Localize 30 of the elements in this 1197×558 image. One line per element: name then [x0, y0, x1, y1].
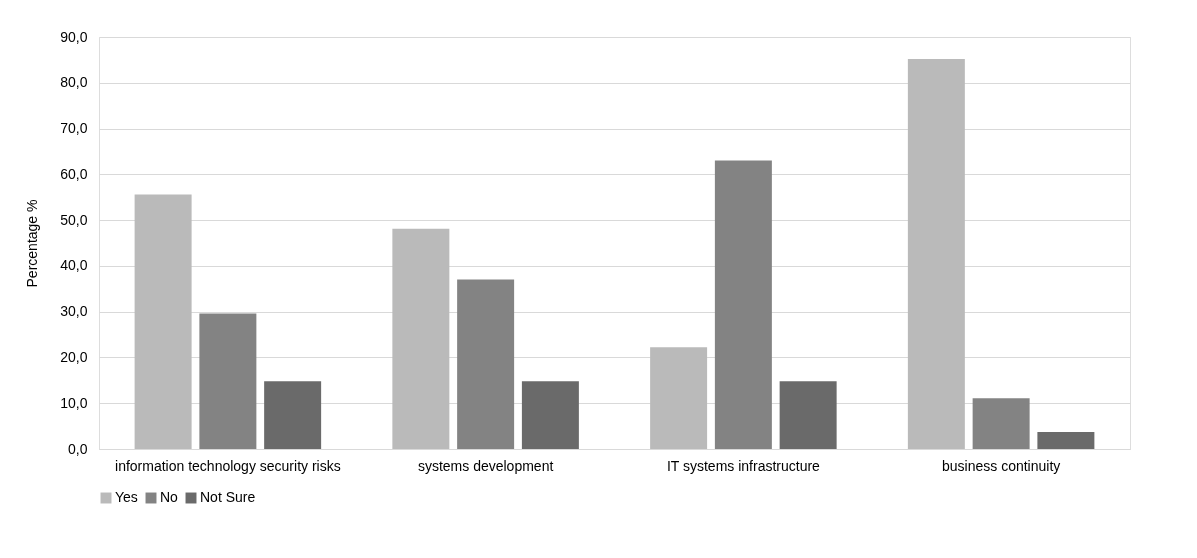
x-tick-label: information technology security risks	[115, 457, 341, 474]
bar	[199, 313, 257, 449]
bar	[134, 194, 192, 449]
legend-label: Yes	[115, 489, 138, 505]
bar	[457, 279, 515, 449]
y-tick-label: 90,0	[60, 28, 88, 45]
x-tick-label: business continuity	[941, 457, 1061, 474]
y-tick-label: 20,0	[60, 348, 88, 365]
y-tick-label: 0,0	[68, 440, 88, 457]
bar	[521, 381, 579, 449]
y-tick-label: 50,0	[60, 211, 88, 228]
bar	[972, 398, 1030, 449]
legend-label: No	[160, 489, 179, 505]
y-tick-label: 40,0	[60, 257, 88, 274]
y-tick-label: 80,0	[60, 74, 88, 91]
y-tick-label: 70,0	[60, 120, 88, 137]
y-tick-label: 10,0	[60, 394, 88, 411]
legend-label: Not Sure	[200, 489, 256, 505]
y-axis-title: Percentage %	[24, 199, 41, 288]
bar	[392, 228, 450, 449]
y-tick-label: 30,0	[60, 303, 88, 320]
x-tick-label: systems development	[417, 457, 554, 474]
x-tick-label: IT systems infrastructure	[666, 457, 821, 474]
y-tick-label: 60,0	[60, 165, 88, 182]
bar	[1037, 432, 1095, 449]
bar	[907, 58, 965, 449]
bar	[650, 347, 708, 449]
bar	[714, 160, 772, 449]
bar	[264, 381, 322, 449]
bar	[779, 381, 837, 449]
